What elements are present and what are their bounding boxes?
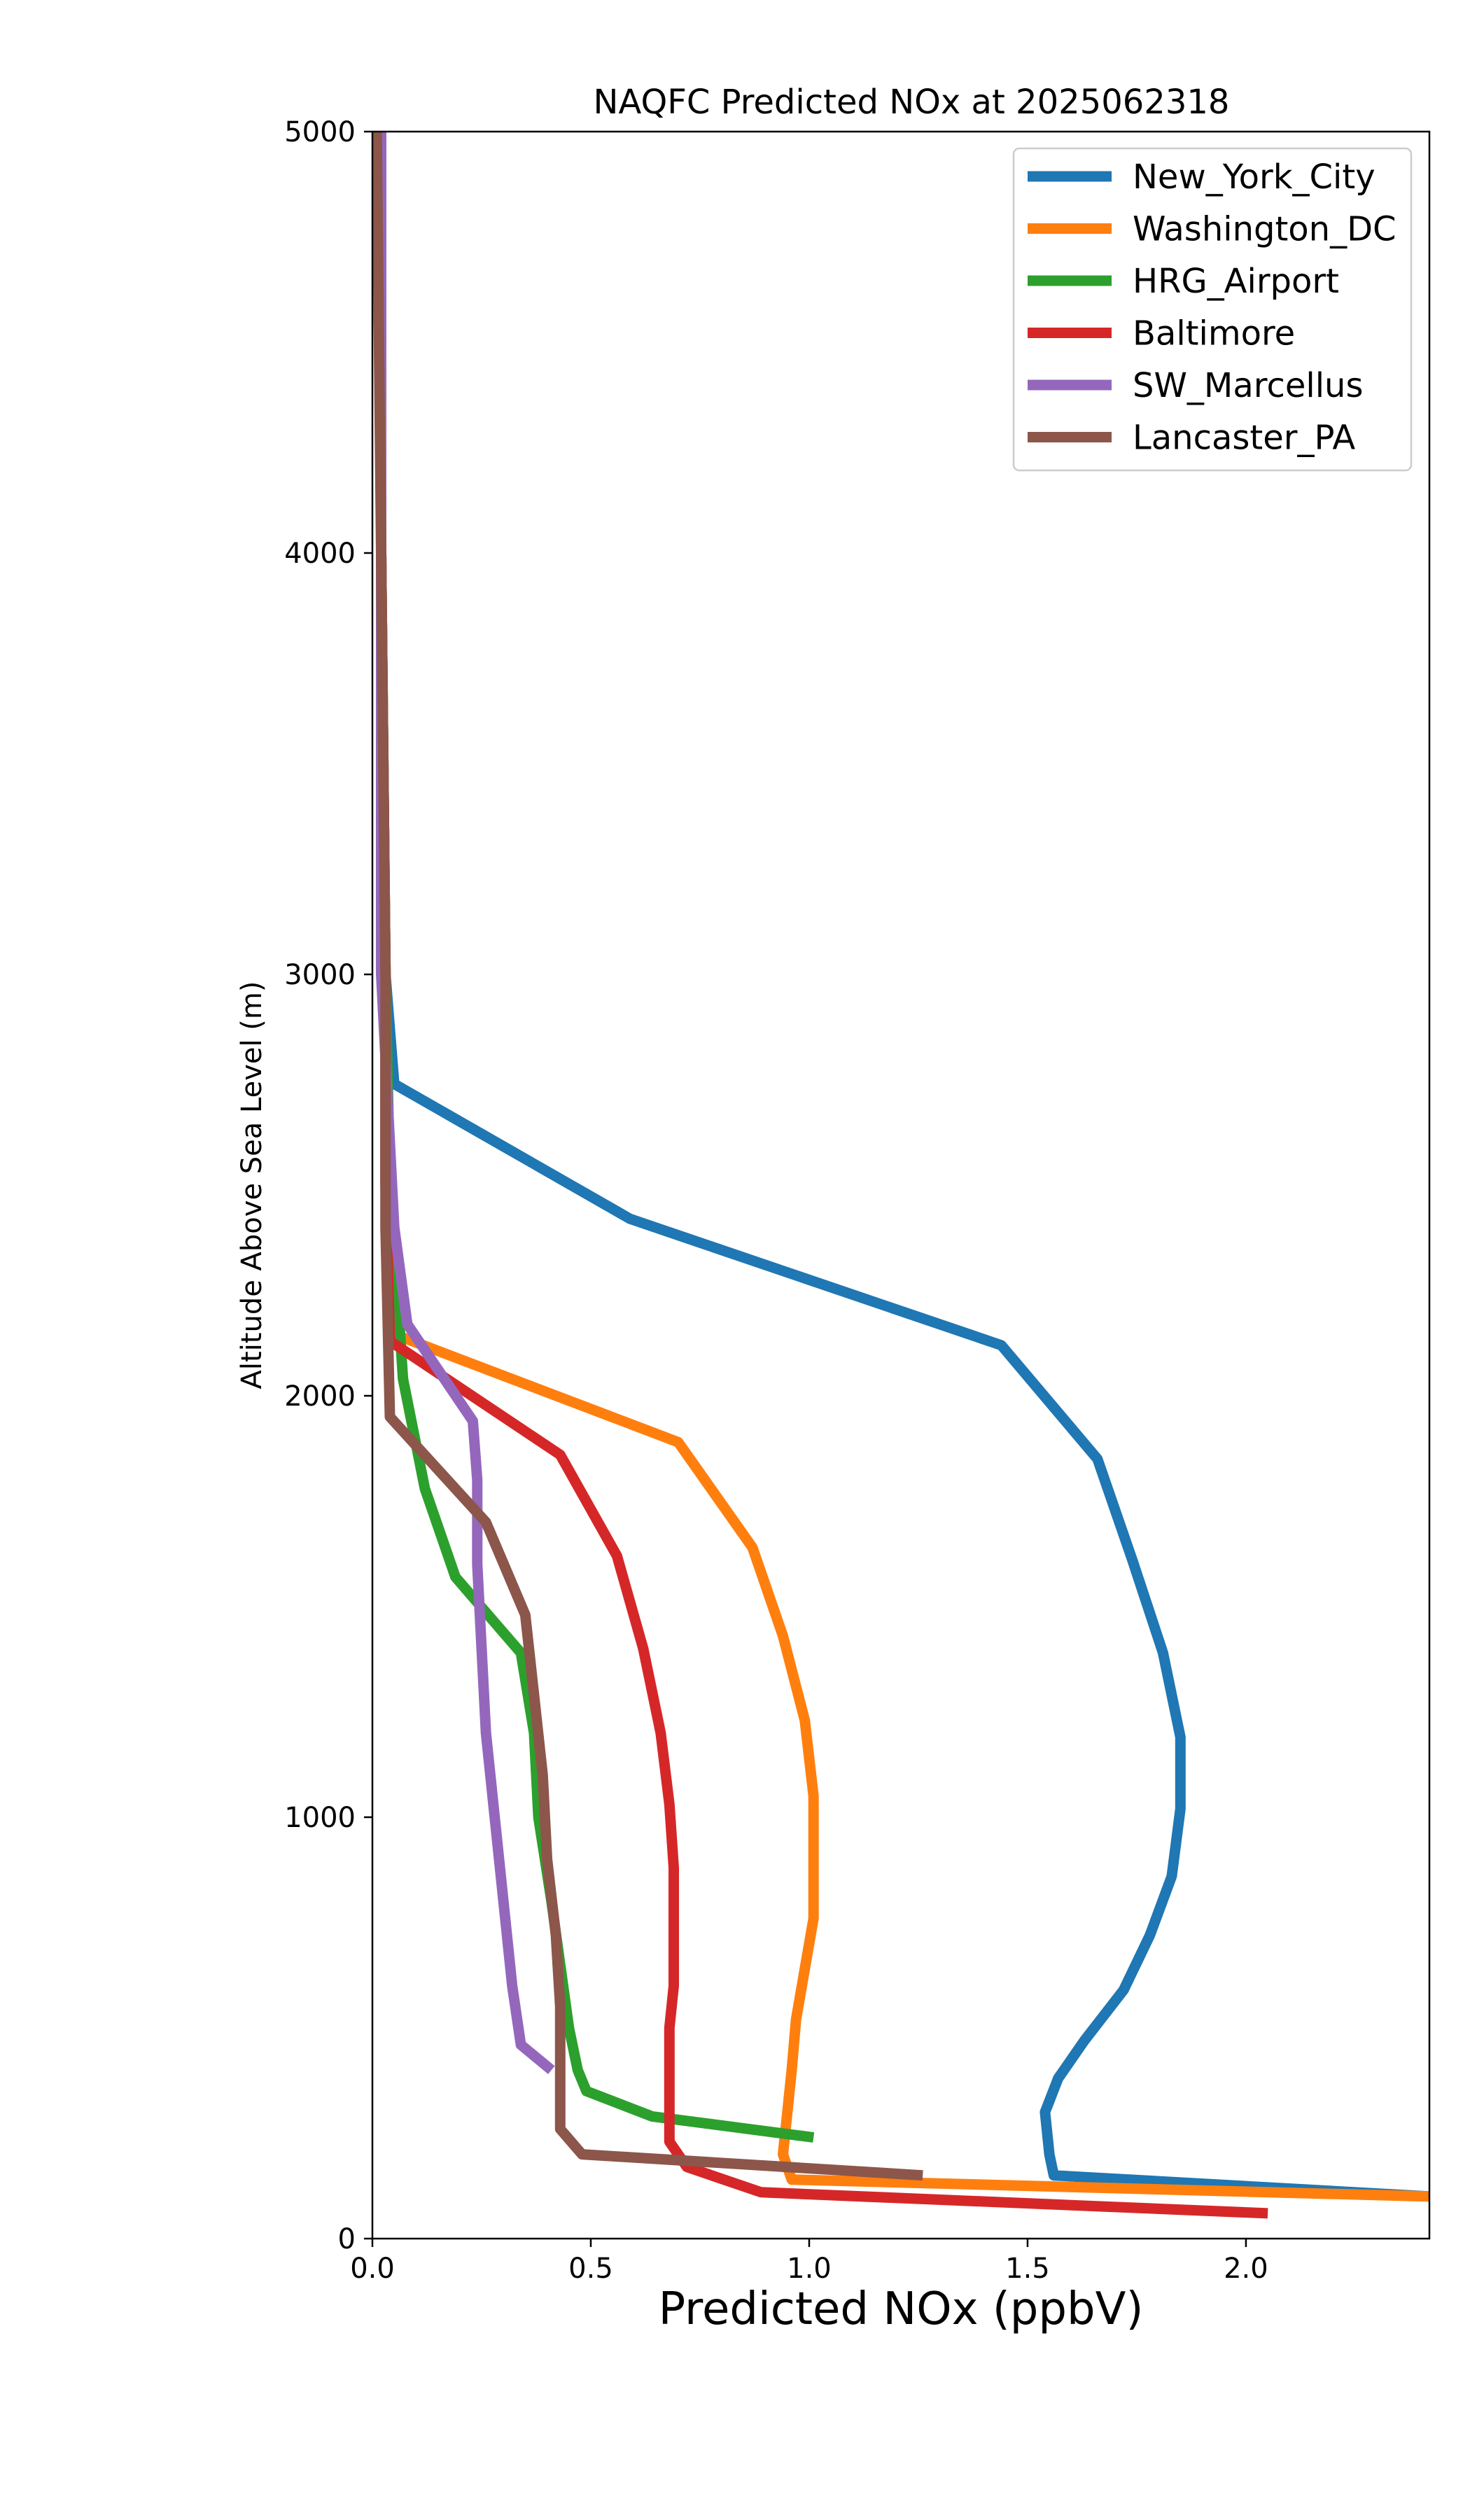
plot-frame	[371, 130, 1431, 2240]
series-layer	[372, 132, 1429, 2219]
series-line-new-york-city	[376, 132, 1429, 2202]
y-tick-label: 1000	[284, 1802, 356, 1834]
y-axis-label: Altitude Above Sea Level (m)	[236, 981, 268, 1390]
legend-frame	[1012, 147, 1413, 472]
legend-label: Baltimore	[1133, 314, 1295, 354]
x-tick-label: 0.0	[350, 2253, 395, 2285]
chart-title: NAQFC Predicted NOx at 2025062318	[594, 83, 1230, 122]
legend-label: SW_Marcellus	[1133, 366, 1363, 405]
y-tick-label: 2000	[284, 1380, 356, 1413]
legend-label: HRG_Airport	[1133, 262, 1339, 301]
series-line-hrg-airport	[376, 132, 815, 2143]
x-axis-label: Predicted NOx (ppbV)	[659, 2283, 1144, 2335]
y-tick-label: 4000	[284, 538, 356, 570]
legend-label: Lancaster_PA	[1133, 419, 1355, 458]
series-line-sw-marcellus	[376, 132, 555, 2074]
y-tick-label: 0	[338, 2223, 356, 2255]
y-tick-label: 3000	[284, 959, 356, 991]
x-tick-label: 0.5	[568, 2253, 613, 2285]
legend-label: New_York_City	[1133, 158, 1376, 197]
y-axis: 0 1000 2000 3000 4000 5000	[284, 116, 372, 2255]
series-line-lancaster-pa	[372, 132, 923, 2181]
x-tick-label: 1.0	[787, 2253, 832, 2285]
legend: New_York_City Washington_DC HRG_Airport Bal…	[1012, 147, 1413, 472]
x-tick-label: 1.5	[1005, 2253, 1050, 2285]
x-tick-label: 2.0	[1224, 2253, 1268, 2285]
y-tick-label: 5000	[284, 116, 356, 148]
legend-label: Washington_DC	[1133, 210, 1396, 249]
x-axis: 0.0 0.5 1.0 1.5 2.0	[350, 2239, 1268, 2285]
